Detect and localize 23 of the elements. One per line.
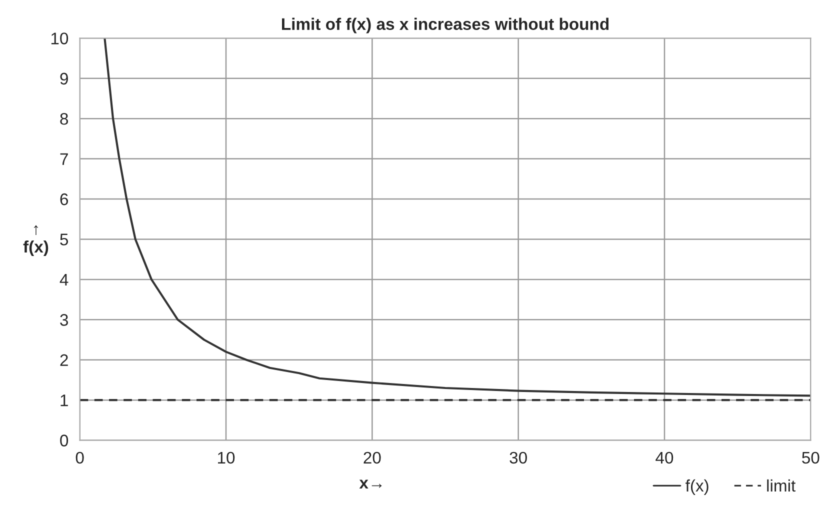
x-tick-label: 20 [364,452,381,464]
line-series [104,38,811,397]
y-tick-label: 2 [60,354,68,366]
x-tick-label: 50 [802,452,820,464]
y-tick-label: 7 [60,153,68,165]
y-tick-label: 6 [60,193,68,206]
x-axis-title: x→ [359,480,382,489]
y-tick-label: 9 [60,72,68,85]
legend-label: limit [767,479,796,492]
y-tick-label: 5 [60,234,68,246]
y-axis-title: ↑ f(x) [23,225,48,256]
x-tick-label: 0 [76,452,84,464]
y-tick-label: 1 [60,394,68,406]
y-tick-label: 3 [60,314,68,326]
y-tick-label: 10 [51,32,68,44]
x-tick-label: 40 [656,452,674,464]
y-tick-label: 8 [60,113,68,125]
x-tick-label: 10 [218,452,235,464]
legend-label: f(x) [686,479,708,495]
chart-title: Limit of f(x) as x increases without bound [282,18,609,34]
y-tick-label: 4 [60,274,68,286]
x-tick-label: 30 [510,452,527,464]
y-tick-label: 0 [60,434,68,446]
